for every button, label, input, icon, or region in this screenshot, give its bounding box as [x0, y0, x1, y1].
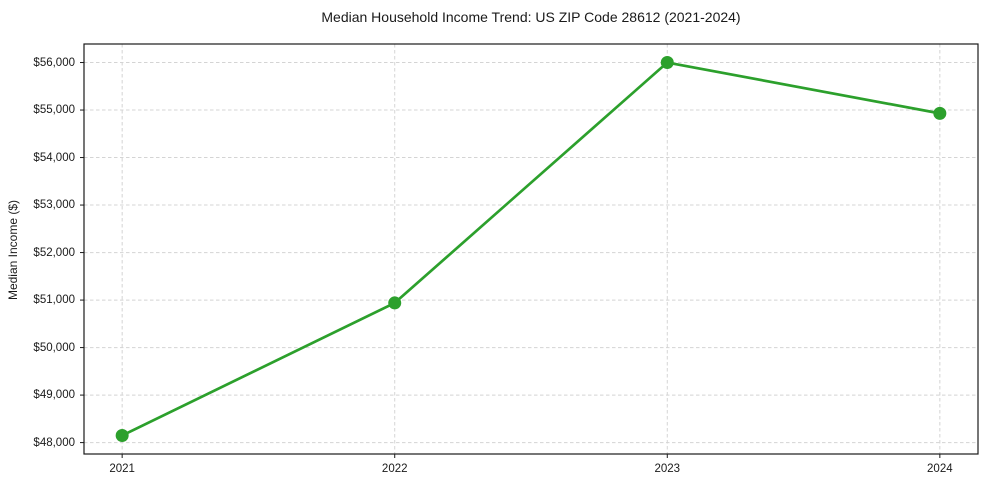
- y-tick-label: $53,000: [33, 199, 75, 212]
- income-trend-line: [120, 61, 942, 437]
- data-point-2021: [115, 428, 129, 442]
- data-point-2023: [660, 56, 674, 70]
- y-tick-label: $48,000: [33, 436, 75, 449]
- x-tick-label: 2021: [109, 463, 135, 475]
- chart-title: Median Household Income Trend: US ZIP Co…: [321, 9, 741, 25]
- x-tick-label: 2024: [927, 463, 953, 475]
- y-tick-label: $49,000: [33, 389, 75, 402]
- y-tick-label: $50,000: [33, 341, 75, 354]
- y-tick-label: $54,000: [33, 151, 75, 164]
- y-tick-label: $51,000: [33, 294, 75, 307]
- y-tick-label: $52,000: [33, 246, 75, 259]
- data-point-2024: [933, 106, 947, 120]
- plot-frame: [83, 43, 979, 455]
- plot-area: [80, 43, 979, 458]
- y-tick-label: $56,000: [33, 56, 75, 69]
- data-point-2022: [388, 296, 402, 310]
- x-tick-label: 2023: [654, 463, 681, 475]
- x-tick-label: 2022: [381, 463, 408, 475]
- y-tick-label: $55,000: [33, 104, 75, 117]
